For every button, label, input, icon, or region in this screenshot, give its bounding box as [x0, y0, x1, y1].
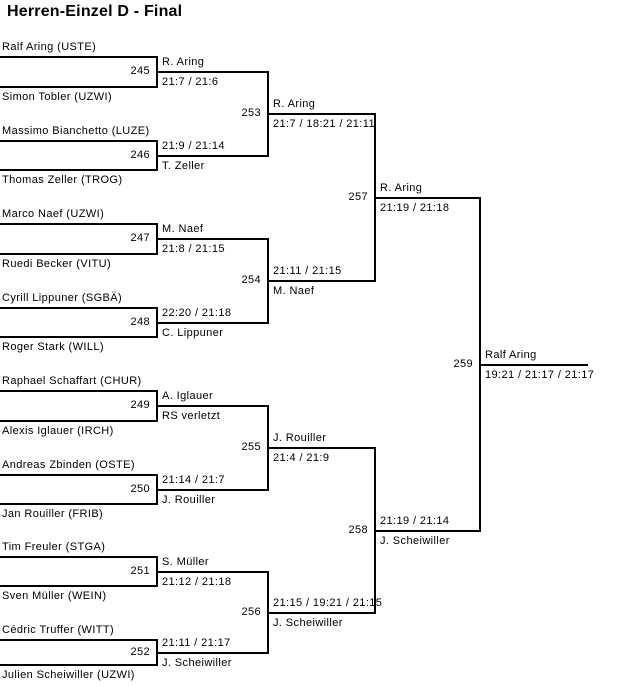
- score-label: 21:9 / 21:14: [162, 140, 225, 152]
- winner-label: A. Iglauer: [162, 390, 214, 402]
- score-label: 21:8 / 21:15: [162, 243, 225, 255]
- winner-line: [156, 571, 269, 573]
- match-number: 246: [130, 149, 150, 161]
- player-label: Jan Rouiller (FRIB): [2, 508, 104, 520]
- player-label: Cédric Truffer (WITT): [2, 624, 115, 636]
- player-line: [0, 585, 158, 587]
- match-number: 255: [241, 441, 261, 453]
- match-number: 254: [241, 274, 261, 286]
- player-line: [0, 253, 158, 255]
- winner-line: [479, 364, 588, 366]
- winner-line: [156, 489, 269, 491]
- player-label: Simon Tobler (UZWI): [2, 91, 113, 103]
- score-label: 21:19 / 21:18: [380, 202, 450, 214]
- match-number: 257: [348, 191, 368, 203]
- player-line: [0, 503, 158, 505]
- winner-label: J. Scheiwiller: [273, 617, 343, 629]
- player-label: Ralf Aring (USTE): [2, 41, 97, 53]
- score-label: 21:12 / 21:18: [162, 576, 232, 588]
- match-number: 259: [453, 358, 473, 370]
- winner-label: M. Naef: [273, 285, 315, 297]
- score-label: RS verletzt: [162, 410, 221, 422]
- score-label: 21:15 / 19:21 / 21:15: [273, 597, 383, 609]
- match-number: 251: [130, 565, 150, 577]
- player-label: Roger Stark (WILL): [2, 341, 104, 353]
- score-label: 21:11 / 21:15: [273, 265, 342, 277]
- winner-line: [267, 280, 376, 282]
- winner-label: J. Rouiller: [162, 494, 216, 506]
- player-line: [0, 664, 158, 666]
- page-title: Herren-Einzel D - Final: [7, 3, 183, 20]
- winner-line: [156, 322, 269, 324]
- score-label: 21:4 / 21:9: [273, 452, 330, 464]
- match-number: 253: [241, 107, 261, 119]
- winner-label: T. Zeller: [162, 160, 205, 172]
- winner-label: Ralf Aring: [485, 349, 537, 361]
- winner-line: [374, 197, 481, 199]
- winner-line: [267, 447, 376, 449]
- player-line: [0, 307, 158, 309]
- winner-label: M. Naef: [162, 223, 204, 235]
- winner-label: R. Aring: [380, 182, 423, 194]
- player-label: Andreas Zbinden (OSTE): [2, 459, 135, 471]
- player-line: [0, 223, 158, 225]
- score-label: 19:21 / 21:17 / 21:17: [485, 369, 595, 381]
- winner-label: J. Rouiller: [273, 432, 327, 444]
- match-number: 249: [130, 399, 150, 411]
- player-line: [0, 390, 158, 392]
- winner-line: [156, 71, 269, 73]
- winner-label: S. Müller: [162, 556, 209, 568]
- match-number: 258: [348, 524, 368, 536]
- player-label: Thomas Zeller (TROG): [2, 174, 123, 186]
- winner-label: J. Scheiwiller: [380, 535, 450, 547]
- player-line: [0, 336, 158, 338]
- player-line: [0, 86, 158, 88]
- player-label: Raphael Schaffart (CHUR): [2, 375, 142, 387]
- player-label: Julien Scheiwiller (UZWI): [2, 669, 135, 681]
- player-line: [0, 556, 158, 558]
- winner-line: [156, 405, 269, 407]
- score-label: 21:7 / 18:21 / 21:11: [273, 118, 375, 130]
- score-label: 21:7 / 21:6: [162, 76, 219, 88]
- winner-label: R. Aring: [162, 56, 205, 68]
- match-number: 247: [130, 232, 150, 244]
- score-label: 21:19 / 21:14: [380, 515, 450, 527]
- player-label: Marco Naef (UZWI): [2, 208, 105, 220]
- match-number: 250: [130, 483, 150, 495]
- winner-line: [267, 612, 376, 614]
- match-number: 256: [241, 606, 261, 618]
- player-label: Massimo Bianchetto (LUZE): [2, 125, 150, 137]
- player-line: [0, 639, 158, 641]
- winner-label: C. Lippuner: [162, 327, 224, 339]
- match-number: 252: [130, 646, 150, 658]
- score-label: 21:11 / 21:17: [162, 637, 231, 649]
- player-line: [0, 420, 158, 422]
- winner-line: [156, 652, 269, 654]
- player-line: [0, 474, 158, 476]
- player-label: Tim Freuler (STGA): [2, 541, 106, 553]
- player-line: [0, 140, 158, 142]
- player-label: Alexis Iglauer (IRCH): [2, 425, 114, 437]
- score-label: 22:20 / 21:18: [162, 307, 232, 319]
- player-label: Cyrill Lippuner (SGBÄ): [2, 292, 123, 304]
- match-number: 245: [130, 65, 150, 77]
- winner-label: J. Scheiwiller: [162, 657, 232, 669]
- player-line: [0, 56, 158, 58]
- player-label: Sven Müller (WEIN): [2, 590, 107, 602]
- winner-line: [156, 238, 269, 240]
- player-line: [0, 169, 158, 171]
- player-label: Ruedi Becker (VITU): [2, 258, 112, 270]
- winner-label: R. Aring: [273, 98, 316, 110]
- winner-line: [374, 530, 481, 532]
- match-number: 248: [130, 316, 150, 328]
- winner-line: [267, 113, 376, 115]
- winner-line: [156, 155, 269, 157]
- score-label: 21:14 / 21:7: [162, 474, 225, 486]
